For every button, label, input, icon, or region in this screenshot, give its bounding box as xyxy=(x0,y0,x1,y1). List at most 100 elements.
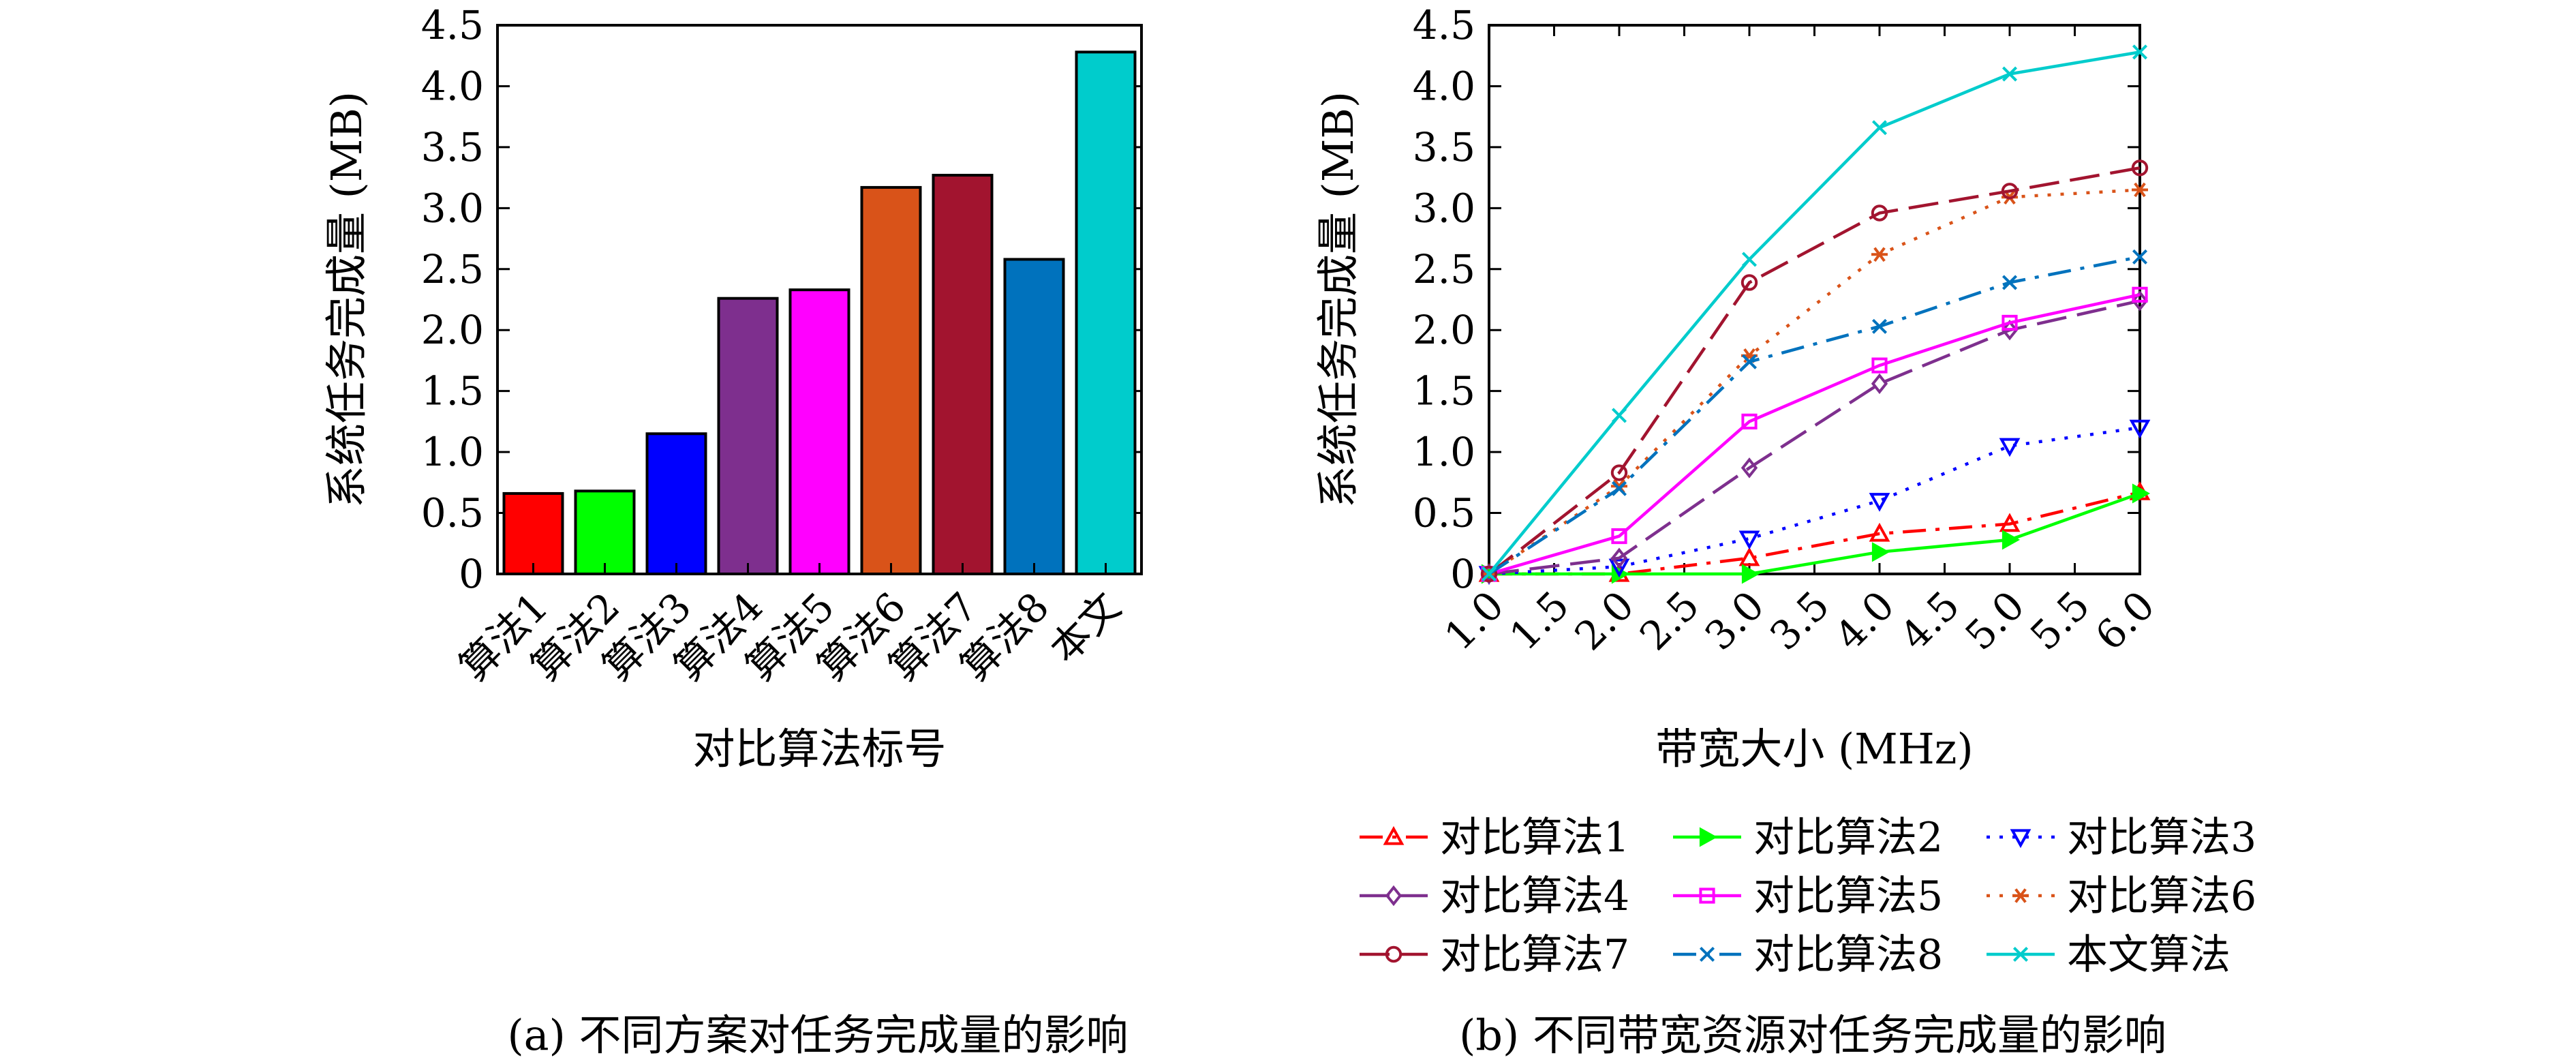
line-plot-frame xyxy=(1488,24,2141,575)
series-point xyxy=(1741,564,1760,584)
series-point xyxy=(1481,566,1497,582)
series-point xyxy=(2002,530,2021,550)
series-line xyxy=(1488,188,2141,575)
bar-y-tick-label: 2.0 xyxy=(421,307,484,353)
line-y-tick-label: 1.0 xyxy=(1413,429,1475,475)
legend-label: 对比算法5 xyxy=(1753,873,1943,920)
series-point xyxy=(1871,120,1888,136)
line-caption: (b) 不同带宽资源对任务完成量的影响 xyxy=(1459,1010,2166,1060)
bar xyxy=(645,432,707,575)
bar-caption: (a) 不同方案对任务完成量的影响 xyxy=(507,1010,1128,1060)
bar-chart-panel: 0 0.5 1.0 1.5 2.0 2.5 3.0 3.5 4.0 4.5 算法1算法2算法3算法… xyxy=(322,2,1143,1060)
series-point xyxy=(1738,547,1760,566)
series-point xyxy=(1610,547,1628,568)
bar-y-tick-label: 1.0 xyxy=(421,429,484,475)
series-point xyxy=(1871,373,1888,395)
series-point xyxy=(1999,513,2021,532)
line-x-tick-label: 5.5 xyxy=(2021,582,2098,659)
legend-swatch-marker xyxy=(1385,885,1402,907)
legend-swatch-marker xyxy=(2010,829,2031,849)
series-point xyxy=(1869,522,1890,542)
legend-label: 对比算法2 xyxy=(1753,814,1943,862)
bar xyxy=(502,491,564,576)
legend-label: 对比算法6 xyxy=(2067,873,2256,920)
line-y-tick-label: 3.0 xyxy=(1413,185,1475,231)
series-point xyxy=(2002,275,2018,290)
legend-label: 本文算法 xyxy=(2067,931,2230,979)
legend-swatch-marker xyxy=(1385,945,1402,963)
series-point xyxy=(2131,290,2149,312)
legend-label: 对比算法7 xyxy=(1440,931,1629,979)
series-point xyxy=(1871,318,1888,334)
bar-y-tick-label: 0.5 xyxy=(421,490,484,536)
series-point xyxy=(1869,493,1890,512)
legend-label: 对比算法4 xyxy=(1440,873,1629,920)
bar xyxy=(932,174,994,575)
series-point xyxy=(2001,320,2019,341)
series-point xyxy=(2132,44,2148,60)
series-line xyxy=(1488,293,2141,576)
series-point xyxy=(1741,457,1758,479)
bar-y-tick-label: 0 xyxy=(459,551,484,597)
legend-label: 对比算法1 xyxy=(1440,814,1629,862)
series-point xyxy=(2131,160,2149,177)
legend-label: 对比算法3 xyxy=(2067,814,2256,862)
series-line xyxy=(1489,491,2141,576)
line-x-tick-label: 5.0 xyxy=(1957,582,2034,659)
series-line xyxy=(1488,299,2141,576)
bar xyxy=(1075,50,1137,576)
series-point xyxy=(1611,528,1627,545)
bar xyxy=(788,288,850,575)
line-chart-panel: 00.51.01.52.02.53.03.54.04.5 1.01.52.02.… xyxy=(1313,2,2256,1060)
line-x-tick-label: 1.5 xyxy=(1501,582,1578,659)
line-y-tick-label: 2.0 xyxy=(1413,307,1475,353)
series-point xyxy=(1871,204,1888,222)
line-y-tick-label: 4.0 xyxy=(1413,63,1475,109)
line-x-tick-label: 2.0 xyxy=(1566,582,1643,659)
line-x-tick-label: 3.0 xyxy=(1696,582,1773,659)
series-point xyxy=(2002,66,2018,82)
series-point xyxy=(2001,183,2019,200)
series-point xyxy=(1738,530,1760,550)
bar-series xyxy=(502,50,1137,576)
series-point xyxy=(1741,252,1758,267)
series-group xyxy=(1481,249,2148,582)
legend-label: 对比算法8 xyxy=(1753,931,1943,979)
bar-y-tick-label: 2.5 xyxy=(421,246,484,292)
bar-y-ticks: 0 0.5 1.0 1.5 2.0 2.5 3.0 3.5 4.0 4.5 xyxy=(421,2,1141,597)
series-point xyxy=(1741,354,1758,369)
line-series xyxy=(1478,44,2151,586)
bar xyxy=(717,297,779,575)
bar-y-tick-label: 3.5 xyxy=(421,124,484,170)
line-y-tick-label: 3.5 xyxy=(1413,124,1475,170)
bar xyxy=(860,185,922,575)
series-point xyxy=(1610,464,1628,481)
bar-x-tick-label: 本文 xyxy=(1041,583,1129,672)
series-line xyxy=(1488,50,2141,575)
line-x-axis-title: 带宽大小 (MHz) xyxy=(1655,724,1973,774)
legend-swatch-marker xyxy=(1699,946,1715,962)
series-point xyxy=(1871,357,1888,374)
line-y-tick-label: 0 xyxy=(1450,551,1475,597)
line-x-tick-label: 4.5 xyxy=(1891,582,1968,659)
line-y-ticks: 0 0.5 1.0 1.5 2.0 2.5 3.0 3.5 4.0 4.5 xyxy=(1413,2,2140,597)
legend-swatch-marker xyxy=(2012,946,2029,962)
legend-swatch-marker xyxy=(2012,888,2029,903)
series-point xyxy=(1608,558,1630,578)
line-x-tick-label: 1.0 xyxy=(1436,582,1513,659)
series-point xyxy=(1871,247,1888,262)
line-x-tick-label: 4.0 xyxy=(1826,582,1903,659)
series-group xyxy=(1480,160,2149,583)
bar-y-tick-label: 1.5 xyxy=(421,368,484,414)
bar-x-axis-title: 对比算法标号 xyxy=(692,724,946,774)
series-point xyxy=(1741,274,1758,291)
series-point xyxy=(1480,565,1498,583)
bar xyxy=(1003,258,1065,575)
series-line xyxy=(1488,166,2141,575)
series-group xyxy=(1480,290,2149,585)
series-point xyxy=(1871,542,1890,562)
line-x-tick-label: 6.0 xyxy=(2087,582,2164,659)
line-y-tick-label: 2.5 xyxy=(1413,246,1475,292)
